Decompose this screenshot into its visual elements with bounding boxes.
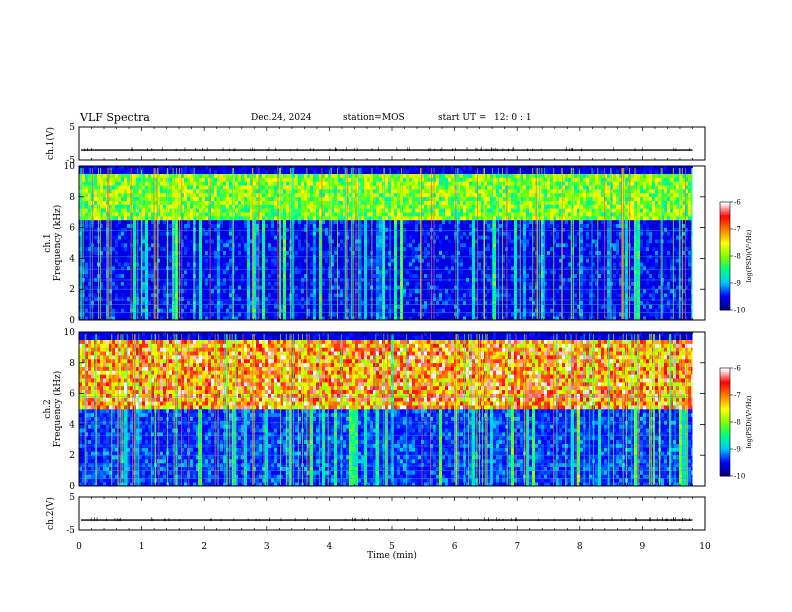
ch2-spectrogram-ytick-label: 0 (69, 482, 75, 492)
colorbar-tick-label: -9 (734, 446, 741, 454)
ch2-waveform-panel: 5 -5 ch.2(V) (45, 493, 705, 536)
colorbar-tick-label: -10 (734, 473, 745, 481)
ch1-spectrogram-ytick-label: 0 (69, 316, 75, 326)
ch1-spectrogram-ytick-label: 6 (69, 224, 75, 234)
x-tick-label: 6 (452, 542, 458, 552)
colorbar-tick-label: -6 (734, 199, 741, 207)
colorbar-tick-label: -6 (734, 365, 741, 373)
x-tick-label: 0 (76, 542, 82, 552)
ch1-waveform-frame (79, 127, 705, 160)
ch2-spectrogram-ylabel-frequency: Frequency (kHz) (52, 371, 63, 448)
x-axis-label: Time (min) (367, 550, 417, 561)
x-tick-label: 4 (327, 542, 333, 552)
ch2-spectrogram-ytick-label: 2 (69, 451, 75, 461)
ch2-waveform-ytick-label: 5 (69, 493, 75, 503)
ch1-spectrogram-ytick-label: 10 (64, 162, 76, 172)
colorbar-tick-label: -9 (734, 280, 741, 288)
ch1-spectrogram-ylabel-frequency: Frequency (kHz) (52, 205, 63, 282)
x-tick-label: 2 (201, 542, 207, 552)
x-tick-label: 8 (577, 542, 583, 552)
colorbar-label: log(PSD)(V²/Hz) (745, 395, 753, 448)
ch1-spectrogram-colorbar: -6 -7 -8 -9 -10 log(PSD)(V²/Hz) (720, 199, 753, 315)
ch1-spectrogram-ytick-label: 4 (69, 254, 75, 264)
ch1-waveform-ytick-label: 5 (69, 123, 75, 133)
colorbar-label: log(PSD)(V²/Hz) (745, 229, 753, 282)
ch2-spectrogram-panel: 0 2 4 6 8 10 ch.2 Frequency (kHz) -6 -7 -8 -9 -10 log… (43, 328, 753, 492)
ch2-spectrogram-ytick-label: 10 (64, 328, 76, 338)
ch1-spectrogram-ytick-label: 8 (69, 193, 75, 203)
ch2-waveform-frame (79, 497, 705, 530)
ch1-spectrogram-panel: 0 2 4 6 8 10 ch.1 Frequency (kHz) -6 -7 -8 -9 -10 log… (43, 162, 753, 326)
ch2-spectrogram-colorbar: -6 -7 -8 -9 -10 log(PSD)(V²/Hz) (720, 365, 753, 481)
ch2-spectrogram-ytick-label: 4 (69, 420, 75, 430)
colorbar-tick-label: -7 (734, 226, 741, 234)
ch1-waveform-ylabel: ch.1(V) (45, 127, 56, 160)
x-tick-label: 1 (139, 542, 145, 552)
x-tick-label: 7 (514, 542, 520, 552)
colorbar-tick-label: -8 (734, 253, 741, 261)
ch1-waveform-panel: 5-5ch.1(V) (45, 123, 705, 166)
x-tick-label: 9 (640, 542, 646, 552)
ch2-spectrogram-ylabel-channel: ch.2 (43, 399, 53, 418)
colorbar-tick-label: -10 (734, 307, 745, 315)
x-tick-label: 10 (699, 542, 711, 552)
colorbar-tick-label: -8 (734, 419, 741, 427)
ch1-spectrogram-ytick-label: 2 (69, 285, 75, 295)
x-tick-label: 3 (264, 542, 270, 552)
ch2-waveform-ytick-label: -5 (66, 526, 75, 536)
ch1-spectrogram-ylabel-channel: ch.1 (43, 233, 53, 252)
ch2-spectrogram-ytick-label: 6 (69, 390, 75, 400)
ch2-spectrogram-ytick-label: 8 (69, 359, 75, 369)
colorbar-tick-label: -7 (734, 392, 741, 400)
ch2-waveform-ylabel: ch.2(V) (45, 497, 56, 530)
